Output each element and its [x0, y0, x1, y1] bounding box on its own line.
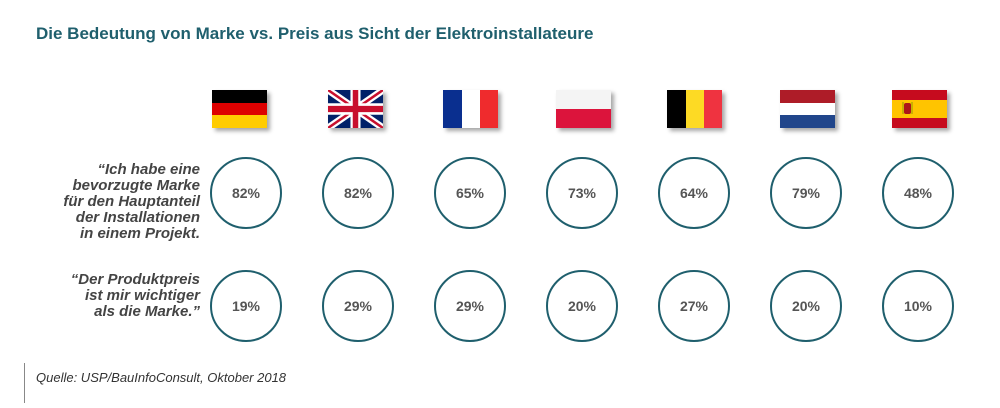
- value-circle: 48%: [882, 157, 954, 229]
- source-note: Quelle: USP/BauInfoConsult, Oktober 2018: [36, 370, 287, 385]
- poland-flag-icon: [556, 90, 611, 128]
- value-circle: 20%: [770, 270, 842, 342]
- value-circle: 82%: [322, 157, 394, 229]
- value-circle: 29%: [434, 270, 506, 342]
- france-flag-icon: [443, 90, 498, 128]
- uk-flag-icon: [328, 90, 383, 128]
- value-circle: 10%: [882, 270, 954, 342]
- chart-title: Die Bedeutung von Marke vs. Preis aus Si…: [36, 24, 594, 43]
- value-circle: 82%: [210, 157, 282, 229]
- belgium-flag-icon: [667, 90, 722, 128]
- germany-flag-icon: [212, 90, 267, 128]
- value-circle: 27%: [658, 270, 730, 342]
- value-circle: 29%: [322, 270, 394, 342]
- netherlands-flag-icon: [780, 90, 835, 128]
- statement-price-over-brand: “Der Produktpreis ist mir wichtiger als …: [70, 271, 200, 320]
- value-circle: 73%: [546, 157, 618, 229]
- spain-flag-icon: [892, 90, 947, 128]
- source-divider: [24, 363, 25, 403]
- value-circle: 65%: [434, 157, 506, 229]
- statement-preferred-brand: “Ich habe eine bevorzugte Marke für den …: [63, 161, 200, 242]
- value-circle: 79%: [770, 157, 842, 229]
- value-circle: 19%: [210, 270, 282, 342]
- value-circle: 20%: [546, 270, 618, 342]
- value-circle: 64%: [658, 157, 730, 229]
